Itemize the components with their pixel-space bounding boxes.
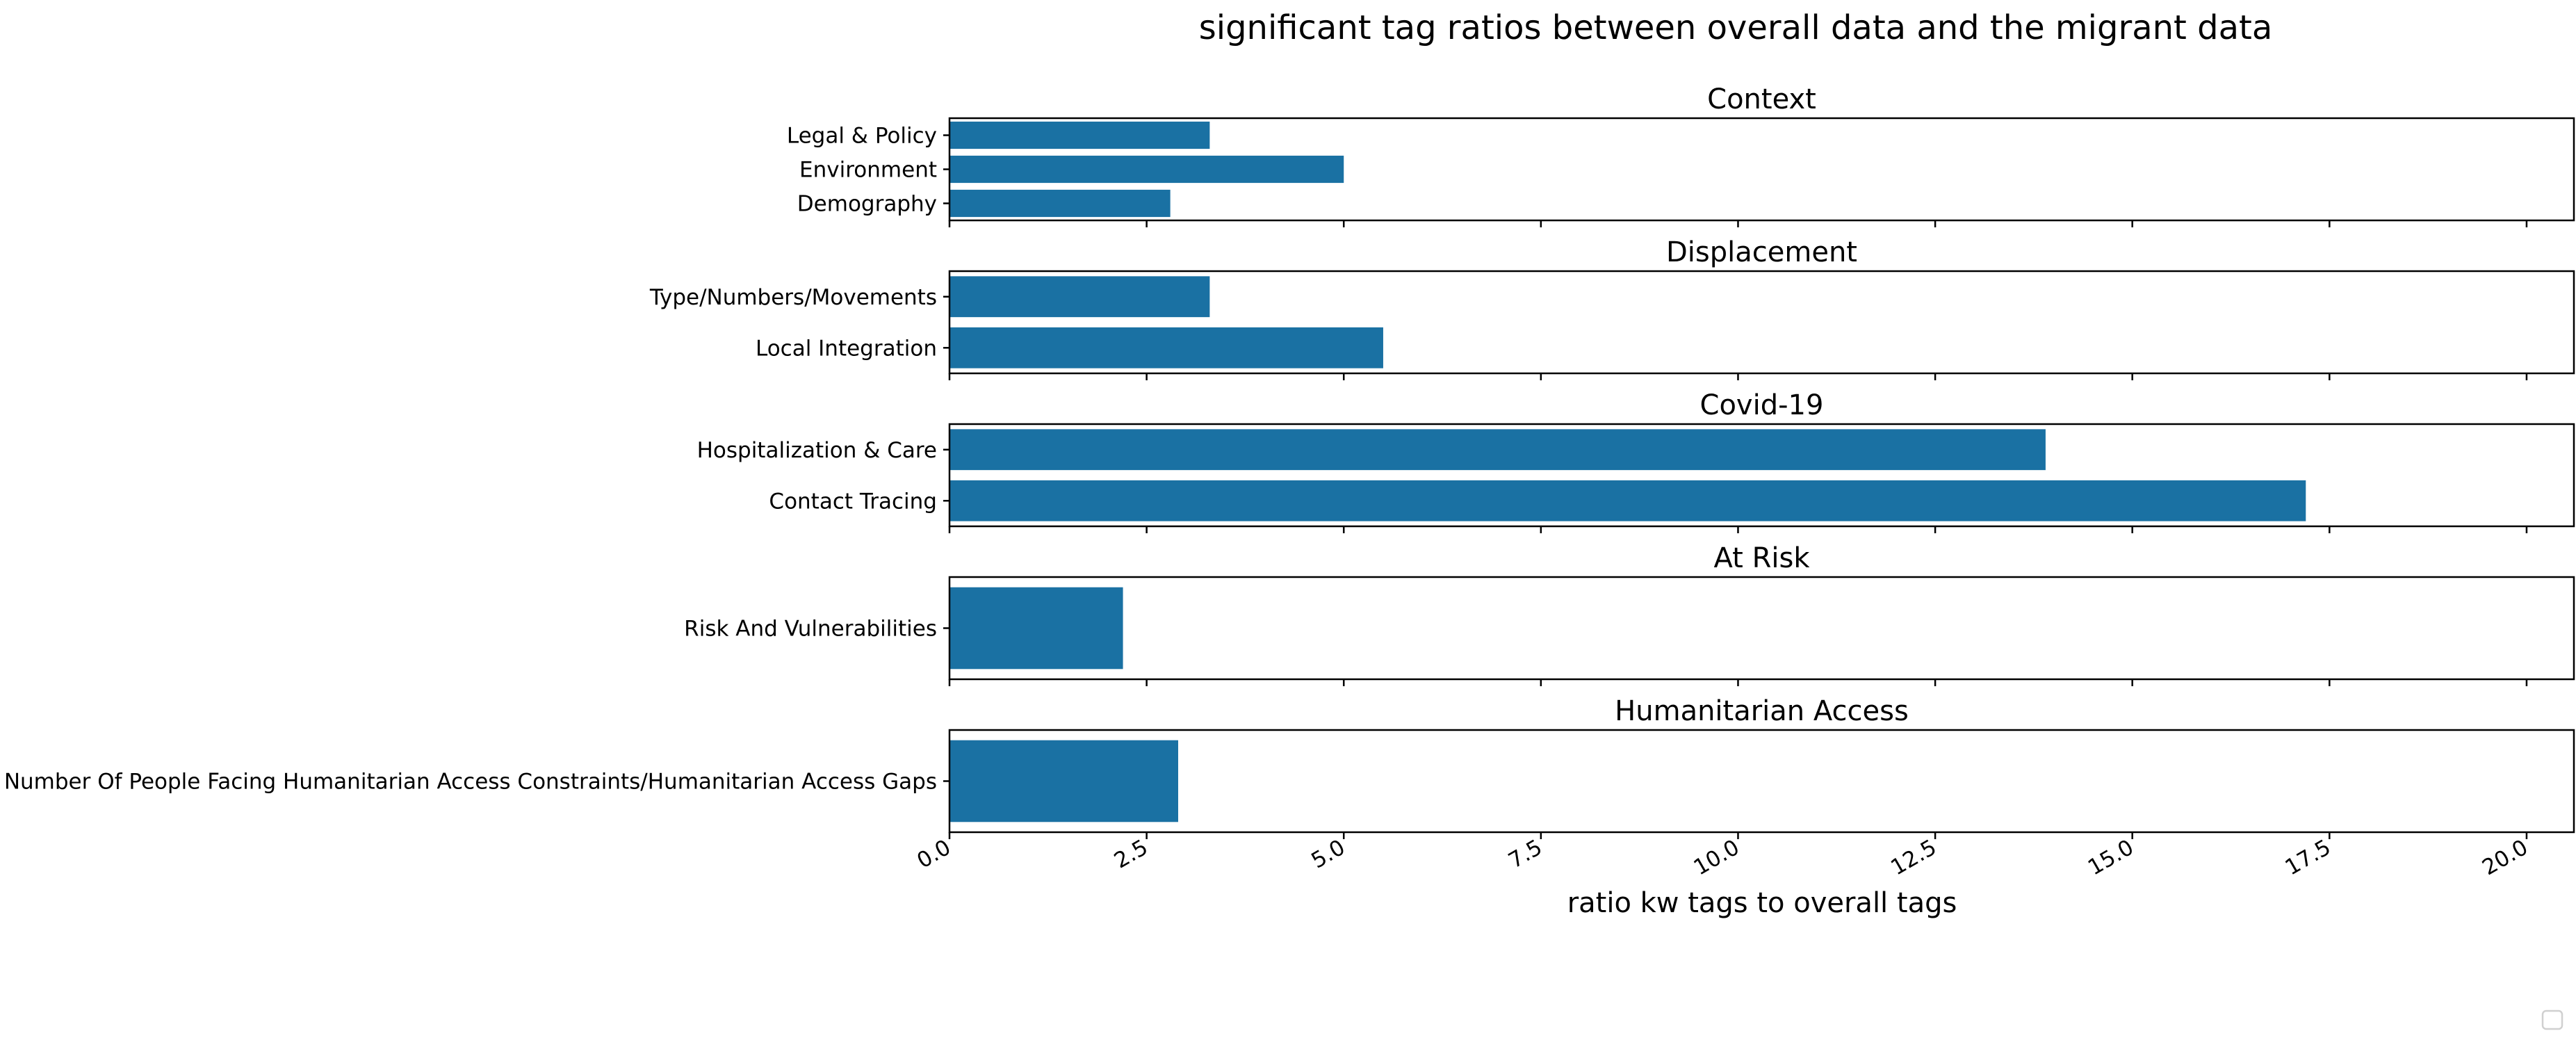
x-tick-label: 5.0 [1307, 835, 1350, 874]
panel-3: At Risk Risk And Vulnerabilities [684, 542, 2575, 686]
x-tick-label: 10.0 [1690, 835, 1744, 881]
x-tick-label: 2.5 [1110, 835, 1152, 874]
x-tick-label: 0.0 [913, 835, 955, 874]
y-tick-label: Number Of People Facing Humanitarian Acc… [4, 770, 937, 795]
panel-title: At Risk [1714, 542, 1811, 574]
bar [949, 189, 1171, 218]
bar [949, 740, 1178, 822]
chart-panels: Context Legal & Policy Environment Demograp… [4, 83, 2575, 881]
chart-title: significant tag ratios between overall d… [1199, 8, 2273, 47]
y-tick-label: Demography [797, 192, 937, 217]
panel-4: Humanitarian Access Number Of People Faci… [4, 695, 2575, 881]
panel-2: Covid-19 Hospitalization & Care Contact Tr… [697, 389, 2575, 533]
x-tick-label: 7.5 [1504, 835, 1547, 874]
panel-title: Covid-19 [1700, 389, 1824, 421]
panel-title: Context [1707, 83, 1816, 115]
panel-title: Displacement [1666, 236, 1857, 268]
y-tick-label: Type/Numbers/Movements [649, 285, 937, 310]
x-axis-label: ratio kw tags to overall tags [1567, 887, 1957, 919]
y-tick-label: Contact Tracing [769, 489, 937, 514]
panel-frame [948, 729, 2575, 834]
bar [949, 121, 1210, 149]
panel-frame [948, 423, 2575, 528]
panel-1: Displacement Type/Numbers/Movements Local … [649, 236, 2575, 380]
panel-frame [948, 117, 2575, 222]
x-tick-label: 15.0 [2084, 835, 2138, 881]
y-tick-label: Local Integration [756, 336, 937, 361]
x-tick-label: 12.5 [1886, 835, 1941, 881]
y-tick-label: Environment [799, 158, 937, 183]
bar [949, 587, 1123, 670]
panel-frame [948, 270, 2575, 375]
bar [949, 327, 1383, 368]
y-tick-label: Risk And Vulnerabilities [684, 617, 937, 642]
x-tick-label: 17.5 [2281, 835, 2335, 881]
bar [949, 155, 1344, 184]
legend-box [2541, 1009, 2563, 1030]
y-tick-label: Hospitalization & Care [697, 438, 937, 463]
x-tick-label: 20.0 [2478, 835, 2532, 881]
bar [949, 429, 2046, 471]
panel-frame [948, 576, 2575, 681]
y-tick-label: Legal & Policy [787, 124, 937, 149]
bar [949, 480, 2306, 521]
bar [949, 276, 1210, 318]
panel-0: Context Legal & Policy Environment Demograp… [787, 83, 2575, 227]
panel-title: Humanitarian Access [1615, 695, 1909, 727]
